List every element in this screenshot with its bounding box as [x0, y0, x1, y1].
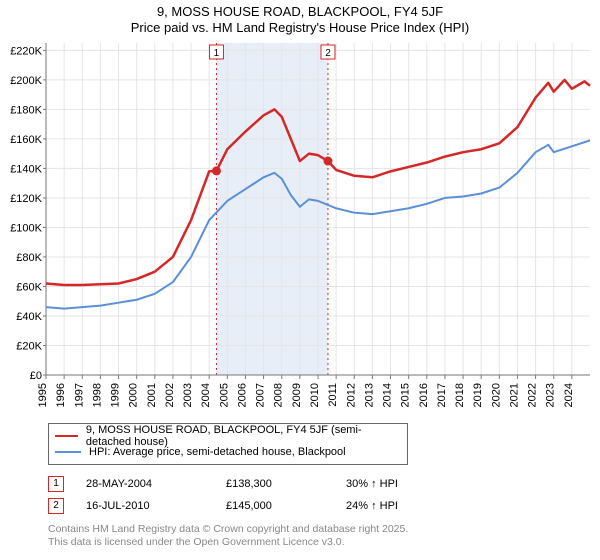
footer-line-2: This data is licensed under the Open Gov… [48, 536, 600, 550]
sale-price-1: £138,300 [226, 478, 346, 490]
svg-text:2008: 2008 [273, 383, 285, 407]
svg-text:1995: 1995 [37, 383, 49, 407]
svg-text:1: 1 [214, 48, 220, 59]
sale-event-row: 1 28-MAY-2004 £138,300 30% ↑ HPI [48, 473, 600, 495]
svg-text:1998: 1998 [91, 383, 103, 407]
footer-line-1: Contains HM Land Registry data © Crown c… [48, 523, 600, 537]
svg-text:2012: 2012 [345, 383, 357, 407]
svg-text:2020: 2020 [490, 383, 502, 407]
svg-text:2019: 2019 [472, 383, 484, 407]
svg-text:£140K: £140K [10, 163, 42, 175]
sale-price-2: £145,000 [226, 500, 346, 512]
svg-text:2011: 2011 [327, 383, 339, 407]
svg-text:2004: 2004 [200, 383, 212, 407]
svg-text:2003: 2003 [182, 383, 194, 407]
svg-text:2014: 2014 [382, 383, 394, 407]
svg-text:2001: 2001 [146, 383, 158, 407]
svg-text:£20K: £20K [16, 340, 42, 352]
legend-row-price-paid: 9, MOSS HOUSE ROAD, BLACKPOOL, FY4 5JF (… [55, 428, 401, 444]
svg-text:2006: 2006 [236, 383, 248, 407]
svg-text:2016: 2016 [418, 383, 430, 407]
svg-text:£180K: £180K [10, 104, 42, 116]
svg-text:2013: 2013 [363, 383, 375, 407]
marker-badge-1: 1 [48, 476, 64, 492]
svg-text:2007: 2007 [255, 383, 267, 407]
legend-label-1: 9, MOSS HOUSE ROAD, BLACKPOOL, FY4 5JF (… [86, 424, 401, 448]
legend-swatch-1 [55, 435, 78, 437]
svg-text:2010: 2010 [309, 383, 321, 407]
svg-text:2022: 2022 [527, 383, 539, 407]
sale-event-row: 2 16-JUL-2010 £145,000 24% ↑ HPI [48, 495, 600, 517]
svg-text:2018: 2018 [454, 383, 466, 407]
svg-text:2024: 2024 [563, 383, 575, 407]
sale-date-2: 16-JUL-2010 [86, 500, 226, 512]
svg-text:£220K: £220K [10, 45, 42, 57]
chart-area: £0 £20K £40K £60K £80K £100K £120K £140K £160K £1… [0, 37, 600, 417]
svg-text:2021: 2021 [508, 383, 520, 407]
svg-text:1996: 1996 [55, 383, 67, 407]
svg-text:2009: 2009 [291, 383, 303, 407]
attribution-footer: Contains HM Land Registry data © Crown c… [48, 523, 600, 550]
sale-vs-hpi-1: 30% ↑ HPI [346, 478, 466, 490]
svg-text:£60K: £60K [16, 281, 42, 293]
svg-text:2000: 2000 [128, 383, 140, 407]
sale-vs-hpi-2: 24% ↑ HPI [346, 500, 466, 512]
svg-text:£160K: £160K [10, 133, 42, 145]
svg-text:£80K: £80K [16, 251, 42, 263]
svg-text:£120K: £120K [10, 192, 42, 204]
sale-date-1: 28-MAY-2004 [86, 478, 226, 490]
svg-text:£100K: £100K [10, 222, 42, 234]
svg-text:2005: 2005 [218, 383, 230, 407]
svg-text:2002: 2002 [164, 383, 176, 407]
chart-title-line1: 9, MOSS HOUSE ROAD, BLACKPOOL, FY4 5JF [0, 4, 600, 20]
svg-text:£0: £0 [30, 370, 42, 382]
chart-title-block: 9, MOSS HOUSE ROAD, BLACKPOOL, FY4 5JF P… [0, 0, 600, 37]
svg-text:1997: 1997 [73, 383, 85, 407]
legend-swatch-2 [55, 451, 81, 453]
svg-text:2: 2 [325, 48, 331, 59]
svg-text:£40K: £40K [16, 310, 42, 322]
legend: 9, MOSS HOUSE ROAD, BLACKPOOL, FY4 5JF (… [48, 423, 408, 465]
sale-events-table: 1 28-MAY-2004 £138,300 30% ↑ HPI 2 16-JU… [48, 473, 600, 517]
svg-text:£200K: £200K [10, 74, 42, 86]
svg-text:1999: 1999 [110, 383, 122, 407]
chart-title-line2: Price paid vs. HM Land Registry's House … [0, 20, 600, 36]
svg-text:2015: 2015 [400, 383, 412, 407]
svg-text:2017: 2017 [436, 383, 448, 407]
legend-label-2: HPI: Average price, semi-detached house,… [89, 446, 346, 458]
svg-text:2023: 2023 [545, 383, 557, 407]
marker-badge-2: 2 [48, 498, 64, 514]
